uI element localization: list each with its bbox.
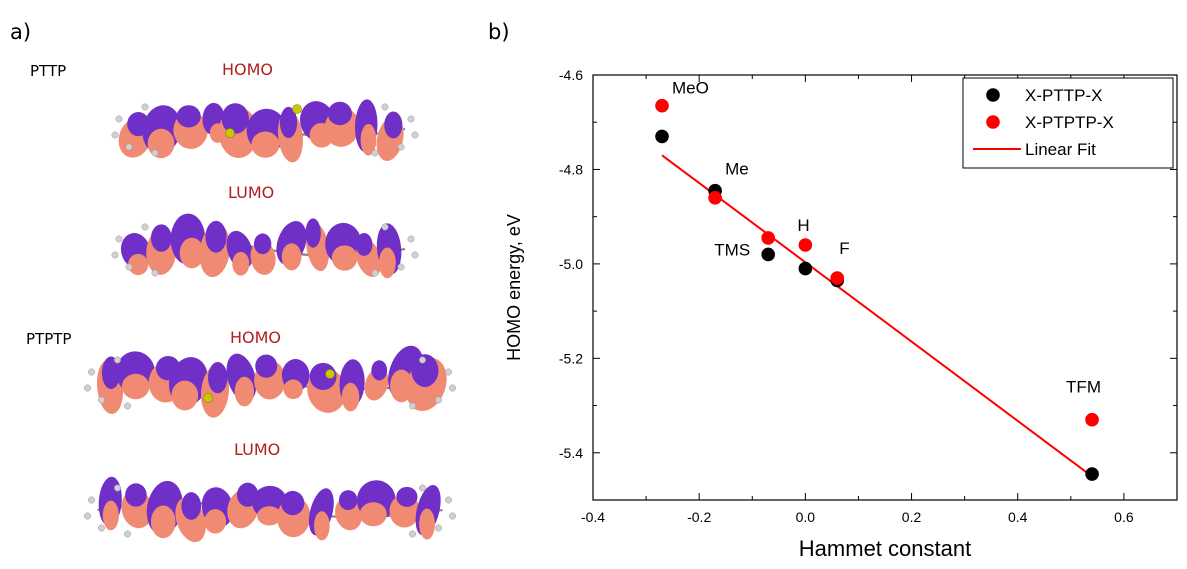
y-tick-label: -5.2 [559,350,583,366]
orbital-label-ptptp-homo: HOMO [230,328,282,347]
ptptp-data-point [708,190,722,205]
molecule-name-ptptp: PTPTP [26,330,72,348]
y-tick-label: -4.8 [559,161,583,177]
substituent-label: H [797,216,809,235]
orbital-illustrations [84,99,456,543]
homo-vs-hammett-chart: -0.4 -0.2 0.0 0.2 0.4 0.6 -4.6 -4.8 -5.0 -5.2 -5.4… [504,67,1178,561]
y-tick-label: -5.0 [559,256,583,272]
ptptp-homo-orbital-image [84,345,456,418]
substituent-label: F [839,239,849,258]
plot-frame [592,74,1178,501]
x-tick-label: -0.2 [687,509,711,525]
orbital-label-pttp-homo: HOMO [222,60,274,79]
y-tick-label: -5.4 [559,445,583,461]
x-tick-label: 0.0 [796,509,816,525]
x-tick-label: 0.4 [1008,509,1028,525]
panel-a-letter: a) [10,20,32,44]
legend-label: Linear Fit [1025,140,1096,159]
pttp-data-point [1085,467,1099,481]
ptptp-data-point [1085,412,1099,427]
orbital-label-ptptp-lumo: LUMO [234,440,281,459]
pttp-lumo-orbital-image [111,213,419,279]
x-tick-label: 0.6 [1114,509,1134,525]
substituent-label: MeO [672,79,709,98]
ptptp-data-point [830,271,845,285]
x-tick-label: -0.4 [581,509,605,525]
legend-marker [986,115,1000,129]
x-tick-label: 0.2 [902,509,922,525]
ptptp-data-point [761,231,775,245]
pttp-homo-orbital-image [111,99,419,163]
molecule-name-pttp: PTTP [30,62,67,80]
pttp-data-point [798,261,813,276]
ptptp-lumo-orbital-image [84,476,456,543]
ptptp-data-point [798,238,813,252]
legend-marker [986,88,1000,102]
pttp-data-point [655,129,669,144]
y-tick-label: -4.6 [559,67,583,83]
substituent-label: TFM [1066,378,1101,397]
legend-label: X-PTTP-X [1025,86,1102,105]
ptptp-data-point [655,98,669,113]
substituent-label: TMS [714,241,750,260]
y-axis-label: HOMO energy, eV [504,214,524,361]
substituent-label: Me [725,160,749,179]
x-axis-label: Hammet constant [799,536,971,561]
linear-fit-line [661,154,1093,478]
panel-b-letter: b) [488,20,510,44]
pttp-data-point [761,247,775,262]
orbital-label-pttp-lumo: LUMO [228,183,275,202]
legend-label: X-PTPTP-X [1025,113,1114,132]
